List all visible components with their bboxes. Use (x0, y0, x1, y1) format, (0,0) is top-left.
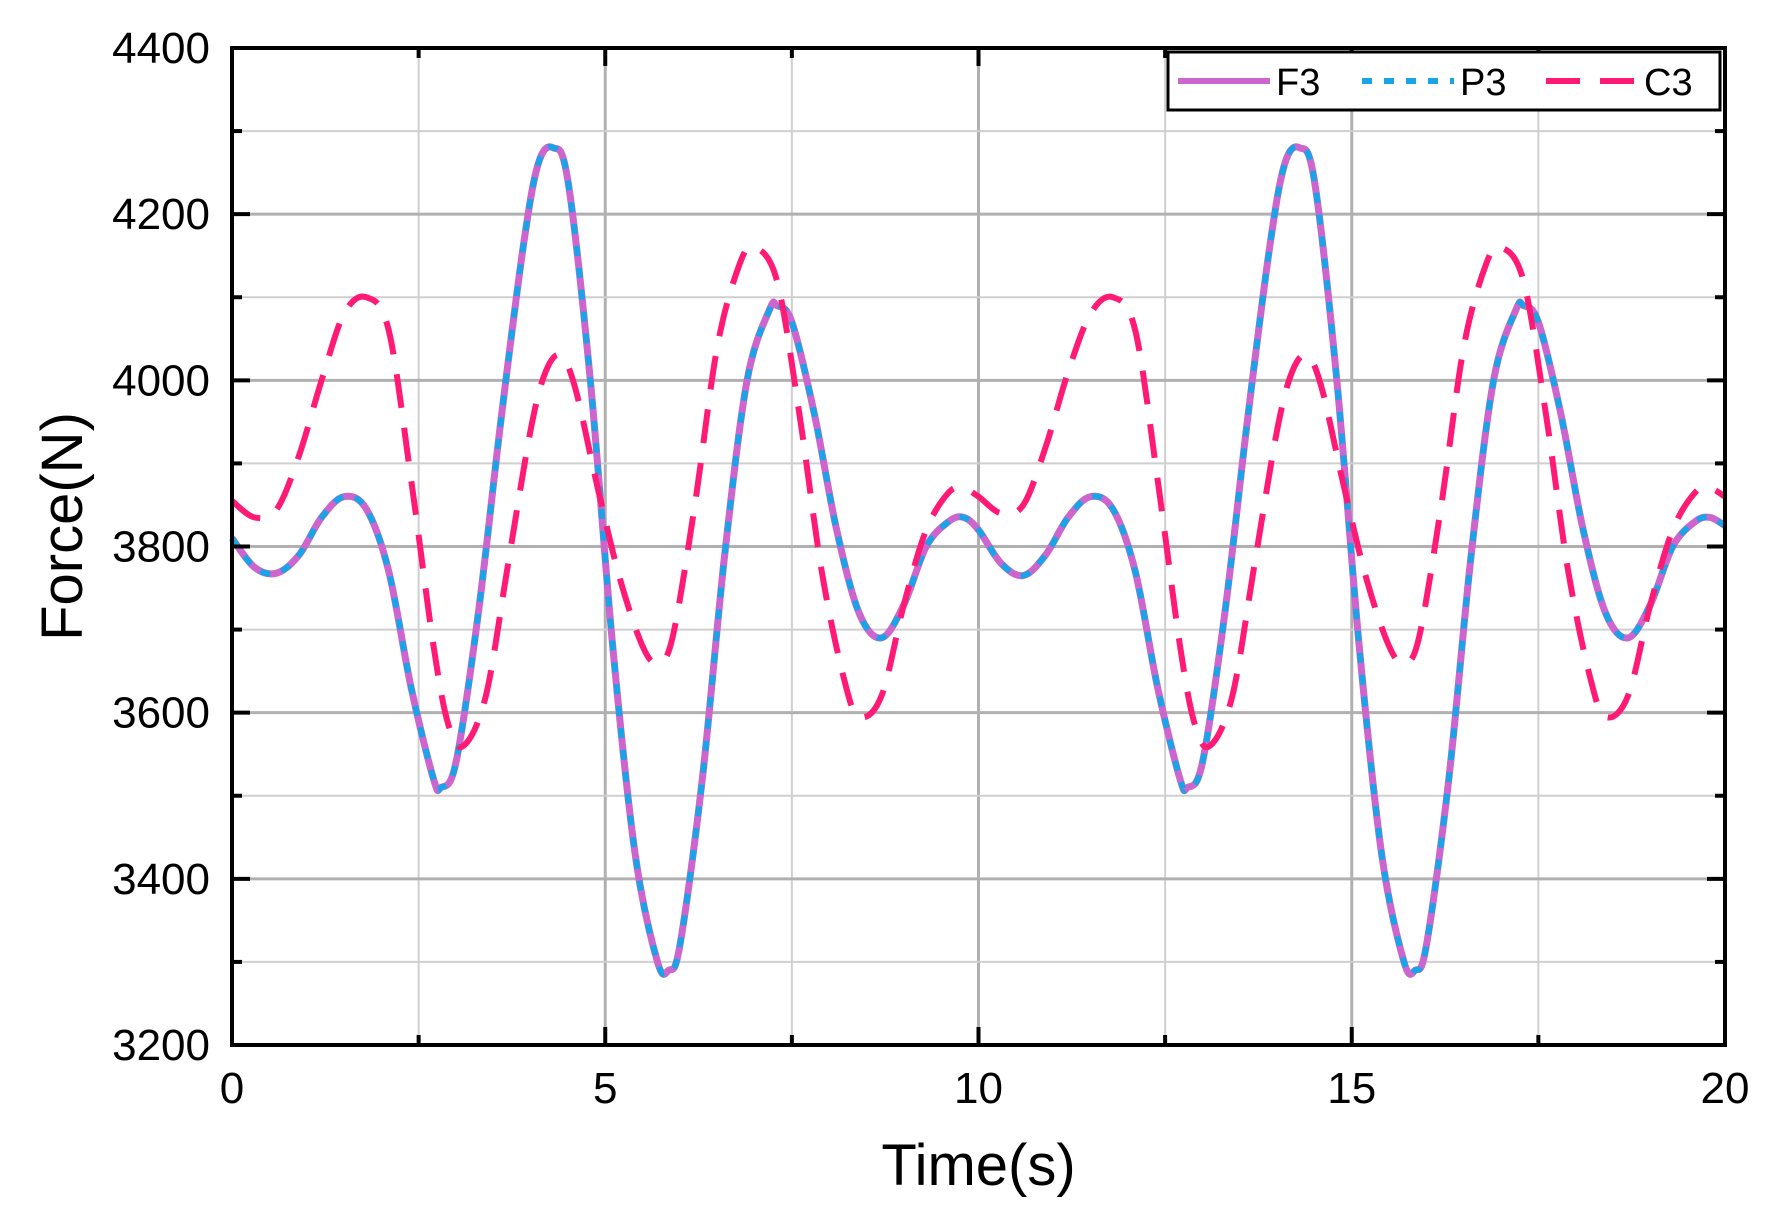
axis-ticks: 0 5 10 15 20 3200 3400 3600 3800 4000 4200 4400 (112, 24, 1749, 1113)
series-layer (229, 143, 1727, 978)
series-line-p3 (229, 143, 1727, 978)
x-tick-label: 10 (954, 1064, 1003, 1113)
x-tick-label: 5 (593, 1064, 617, 1113)
y-tick-label: 3400 (112, 855, 210, 904)
y-axis-title: Force(N) (30, 412, 95, 641)
legend-label-p3: P3 (1460, 62, 1506, 104)
y-tick-label: 3800 (112, 523, 210, 572)
x-tick-label: 15 (1327, 1064, 1376, 1113)
legend-label-c3: C3 (1644, 62, 1693, 104)
x-tick-label: 0 (220, 1064, 244, 1113)
y-tick-label: 4000 (112, 356, 210, 405)
y-tick-label: 3600 (112, 689, 210, 738)
legend: F3 P3 C3 (1166, 50, 1722, 112)
x-tick-label: 20 (1701, 1064, 1750, 1113)
y-tick-label: 4400 (112, 24, 210, 73)
legend-label-f3: F3 (1276, 62, 1320, 104)
x-axis-title: Time(s) (881, 1133, 1075, 1198)
series-line-c3 (230, 243, 1727, 751)
y-tick-label: 4200 (112, 190, 210, 239)
y-tick-label: 3200 (112, 1021, 210, 1070)
